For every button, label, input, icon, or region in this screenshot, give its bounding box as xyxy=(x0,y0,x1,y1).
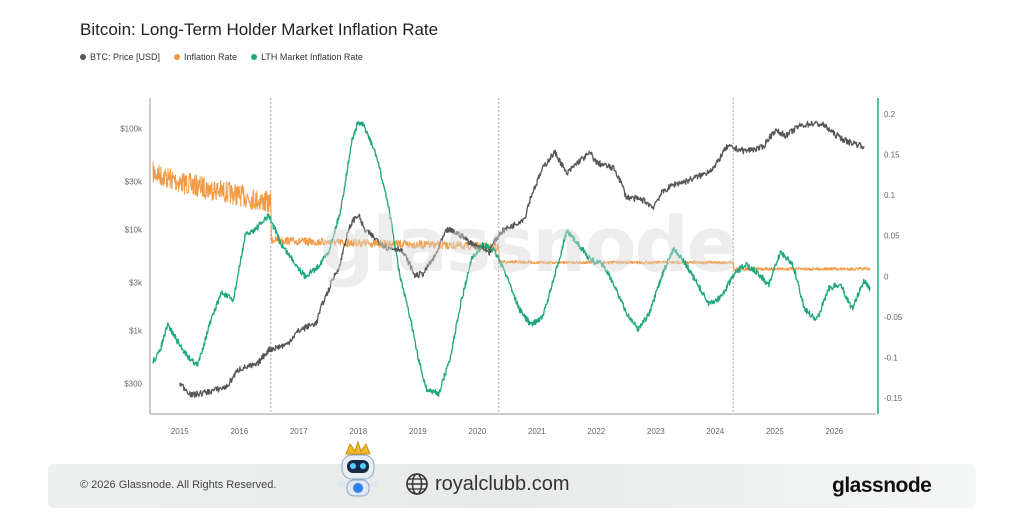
chart-title: Bitcoin: Long-Term Holder Market Inflati… xyxy=(80,20,439,39)
x-tick-label: 2024 xyxy=(706,427,724,436)
legend-dot-price xyxy=(80,54,86,60)
series-line-2 xyxy=(152,121,871,398)
copyright-text: © 2026 Glassnode. All Rights Reserved. xyxy=(80,479,277,491)
globe-icon xyxy=(406,473,428,495)
footer-bar xyxy=(48,464,976,508)
legend-item-price[interactable]: BTC: Price [USD] xyxy=(80,52,160,62)
y-right-tick-label: 0.2 xyxy=(884,110,896,119)
site-text: royalclubb.com xyxy=(435,472,570,495)
x-tick-label: 2020 xyxy=(468,427,486,436)
y-right-tick-label: -0.1 xyxy=(884,353,898,362)
x-tick-label: 2016 xyxy=(230,427,248,436)
legend-dot-lth xyxy=(251,54,258,60)
x-tick-label: 2021 xyxy=(528,427,546,436)
legend-item-lth[interactable]: LTH Market Inflation Rate xyxy=(251,52,363,62)
series-line-0 xyxy=(179,120,865,398)
y-left-tick-label: $300 xyxy=(124,380,142,389)
y-right-tick-label: 0 xyxy=(884,272,889,281)
y-right-tick-label: 0.15 xyxy=(884,151,900,160)
legend: BTC: Price [USD] Inflation Rate LTH Mark… xyxy=(80,52,363,62)
legend-label-price: BTC: Price [USD] xyxy=(90,52,161,62)
y-left-tick-label: $1k xyxy=(129,327,143,336)
y-right-tick-label: 0.05 xyxy=(884,232,900,241)
x-tick-label: 2015 xyxy=(171,427,189,436)
y-right-tick-label: -0.05 xyxy=(884,313,903,322)
robot-mascot-icon xyxy=(332,440,384,502)
x-tick-label: 2017 xyxy=(290,427,308,436)
x-tick-label: 2026 xyxy=(825,427,843,436)
y-left-tick-label: $3k xyxy=(129,278,143,287)
y-left-tick-label: $100k xyxy=(120,124,143,133)
legend-label-inflation: Inflation Rate xyxy=(184,52,238,62)
legend-label-lth: LTH Market Inflation Rate xyxy=(261,52,363,62)
watermark: glassnode xyxy=(320,200,738,289)
x-tick-label: 2025 xyxy=(766,427,784,436)
legend-dot-inflation xyxy=(174,54,181,60)
site-link[interactable]: royalclubb.com xyxy=(405,472,570,496)
y-left-tick-label: $10k xyxy=(125,226,143,235)
y-left-tick-label: $30k xyxy=(125,177,143,186)
x-tick-label: 2023 xyxy=(647,427,665,436)
x-tick-label: 2019 xyxy=(409,427,427,436)
x-tick-label: 2022 xyxy=(587,427,605,436)
brand-logo: glassnode xyxy=(832,474,932,497)
legend-item-inflation[interactable]: Inflation Rate xyxy=(174,52,237,62)
y-right-tick-label: -0.15 xyxy=(884,394,903,403)
y-right-tick-label: 0.1 xyxy=(884,191,896,200)
x-tick-label: 2018 xyxy=(349,427,367,436)
series-line-1 xyxy=(152,161,871,271)
